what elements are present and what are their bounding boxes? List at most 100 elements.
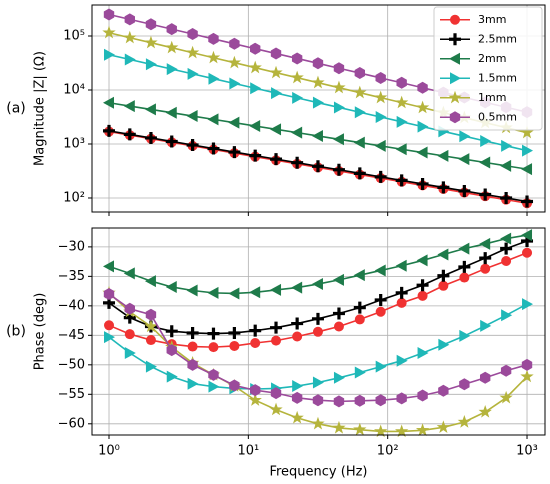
y-tick-label: 10²: [63, 190, 85, 205]
marker: [291, 52, 303, 65]
marker: [479, 156, 491, 169]
marker: [416, 254, 428, 267]
panel-label: (a): [6, 101, 26, 117]
marker: [449, 33, 461, 46]
marker: [186, 284, 198, 297]
marker: [332, 163, 345, 176]
marker: [478, 405, 492, 418]
marker: [104, 320, 115, 331]
marker: [437, 248, 449, 261]
marker: [207, 113, 219, 126]
marker: [332, 307, 345, 320]
marker: [332, 80, 346, 94]
marker: [375, 71, 386, 84]
marker: [227, 55, 242, 69]
marker: [500, 191, 513, 204]
marker: [228, 326, 241, 339]
marker: [521, 358, 533, 371]
legend-label: 1.5mm: [478, 71, 517, 84]
marker: [375, 111, 387, 124]
marker: [479, 252, 492, 265]
marker: [166, 370, 178, 383]
marker: [270, 153, 283, 166]
marker: [144, 131, 157, 144]
marker: [123, 128, 136, 141]
y-tick-label: −50: [58, 357, 85, 372]
marker: [396, 115, 408, 128]
marker: [396, 392, 407, 405]
marker: [103, 260, 115, 273]
marker: [269, 65, 283, 79]
marker: [103, 96, 115, 109]
marker: [270, 321, 283, 334]
marker: [480, 319, 492, 332]
marker: [311, 75, 325, 89]
marker: [417, 290, 428, 301]
marker: [290, 410, 304, 424]
marker: [417, 389, 428, 402]
marker: [312, 96, 324, 109]
marker: [228, 116, 240, 129]
marker: [417, 347, 429, 360]
marker: [450, 72, 461, 85]
y-axis-label: Magnitude |Z| (Ω): [33, 51, 48, 166]
marker: [353, 301, 366, 314]
marker: [291, 126, 303, 139]
marker: [375, 360, 387, 373]
marker: [165, 40, 179, 54]
marker: [438, 280, 449, 291]
marker: [521, 229, 533, 242]
marker: [229, 379, 240, 392]
marker: [124, 302, 135, 315]
marker: [332, 273, 344, 286]
marker: [353, 422, 367, 436]
marker: [271, 335, 282, 346]
y-tick-label: −45: [58, 328, 85, 343]
marker: [353, 85, 367, 99]
marker: [249, 286, 261, 299]
marker: [479, 371, 491, 384]
marker: [144, 103, 156, 116]
marker: [103, 8, 115, 21]
marker: [374, 170, 387, 183]
marker: [166, 344, 177, 357]
marker: [250, 338, 261, 348]
marker: [207, 142, 220, 155]
marker: [375, 306, 386, 317]
marker: [291, 156, 304, 169]
marker: [145, 308, 157, 321]
legend-label: 3mm: [478, 13, 506, 26]
marker: [270, 283, 282, 296]
marker: [500, 364, 512, 377]
y-tick-label: −40: [58, 298, 85, 313]
marker: [395, 95, 409, 109]
marker: [354, 106, 366, 119]
marker: [292, 331, 303, 342]
marker: [459, 378, 470, 391]
marker: [248, 60, 262, 74]
x-tick-label: 10²: [377, 444, 399, 459]
marker: [166, 63, 178, 76]
marker: [438, 384, 449, 397]
marker: [291, 281, 303, 294]
marker: [333, 371, 345, 384]
legend-label: 1mm: [478, 91, 506, 104]
y-tick-label: −55: [58, 387, 85, 402]
y-axis-label: Phase (deg): [33, 293, 48, 371]
marker: [187, 67, 199, 80]
marker: [395, 286, 408, 299]
marker: [250, 82, 262, 95]
marker: [449, 111, 461, 124]
marker: [103, 124, 116, 137]
marker: [354, 366, 366, 379]
marker: [500, 232, 512, 245]
marker: [438, 338, 450, 351]
marker: [437, 181, 450, 194]
marker: [248, 393, 262, 406]
marker: [459, 272, 470, 283]
marker: [229, 77, 241, 90]
marker: [249, 324, 262, 337]
marker: [457, 415, 472, 428]
marker: [353, 269, 365, 282]
legend-label: 2.5mm: [478, 32, 517, 45]
